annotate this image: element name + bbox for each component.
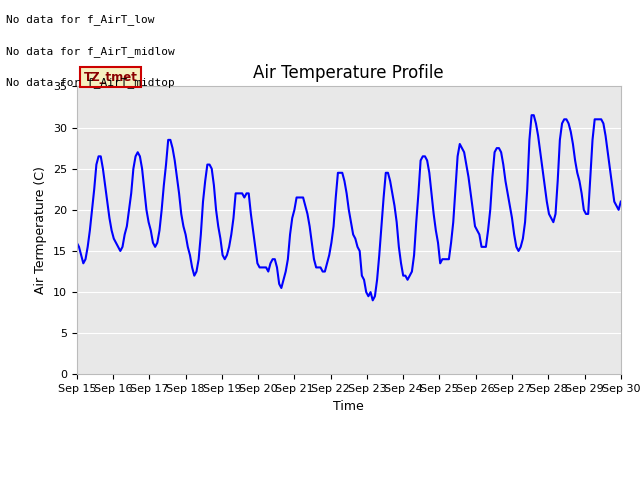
- X-axis label: Time: Time: [333, 400, 364, 413]
- Text: TZ_tmet: TZ_tmet: [84, 71, 138, 84]
- Text: No data for f_AirT_midlow: No data for f_AirT_midlow: [6, 46, 175, 57]
- Text: No data for f_AirT_low: No data for f_AirT_low: [6, 14, 155, 25]
- Title: Air Temperature Profile: Air Temperature Profile: [253, 64, 444, 82]
- Y-axis label: Air Termperature (C): Air Termperature (C): [35, 167, 47, 294]
- Text: No data for f_AirT_midtop: No data for f_AirT_midtop: [6, 77, 175, 88]
